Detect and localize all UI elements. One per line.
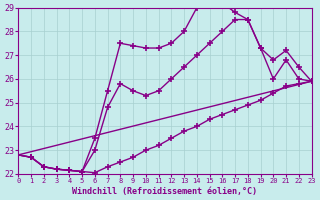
X-axis label: Windchill (Refroidissement éolien,°C): Windchill (Refroidissement éolien,°C) xyxy=(72,187,258,196)
